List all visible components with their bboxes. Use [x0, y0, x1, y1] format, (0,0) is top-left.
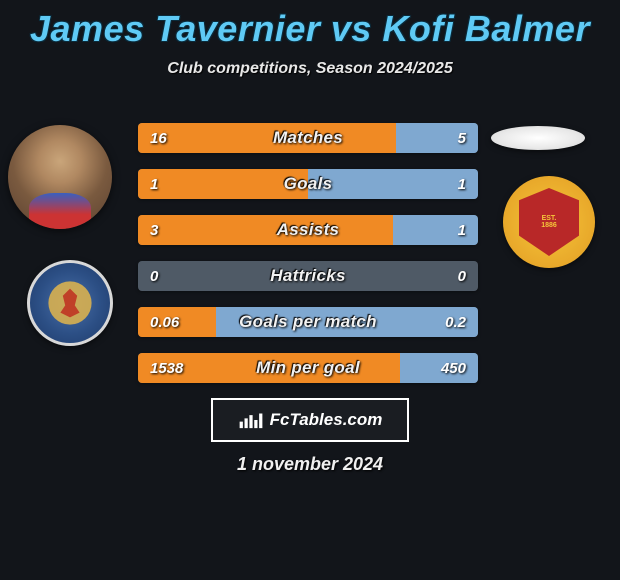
comparison-bars: 165Matches 11Goals 31Assists 00Hattricks 0.0…	[138, 123, 478, 399]
lion-icon	[46, 279, 94, 327]
player-right-avatar	[491, 126, 585, 150]
club-crest-left	[27, 260, 113, 346]
bar-label: Assists	[138, 215, 478, 245]
stat-bar: 165Matches	[138, 123, 478, 153]
page-subtitle: Club competitions, Season 2024/2025	[0, 60, 620, 78]
date-label: 1 november 2024	[0, 454, 620, 475]
club-crest-right: EST.1886	[503, 176, 595, 268]
branding-badge: FcTables.com	[211, 398, 409, 442]
stat-bar: 11Goals	[138, 169, 478, 199]
branding-text: FcTables.com	[270, 410, 383, 430]
chart-icon	[238, 410, 264, 430]
bar-label: Goals	[138, 169, 478, 199]
stat-bar: 0.060.2Goals per match	[138, 307, 478, 337]
shield-icon: EST.1886	[519, 188, 579, 256]
bar-label: Goals per match	[138, 307, 478, 337]
page-title: James Tavernier vs Kofi Balmer	[0, 0, 620, 50]
bar-label: Matches	[138, 123, 478, 153]
stat-bar: 31Assists	[138, 215, 478, 245]
bar-label: Hattricks	[138, 261, 478, 291]
bar-label: Min per goal	[138, 353, 478, 383]
player-left-avatar	[8, 125, 112, 229]
stat-bar: 00Hattricks	[138, 261, 478, 291]
stat-bar: 1538450Min per goal	[138, 353, 478, 383]
